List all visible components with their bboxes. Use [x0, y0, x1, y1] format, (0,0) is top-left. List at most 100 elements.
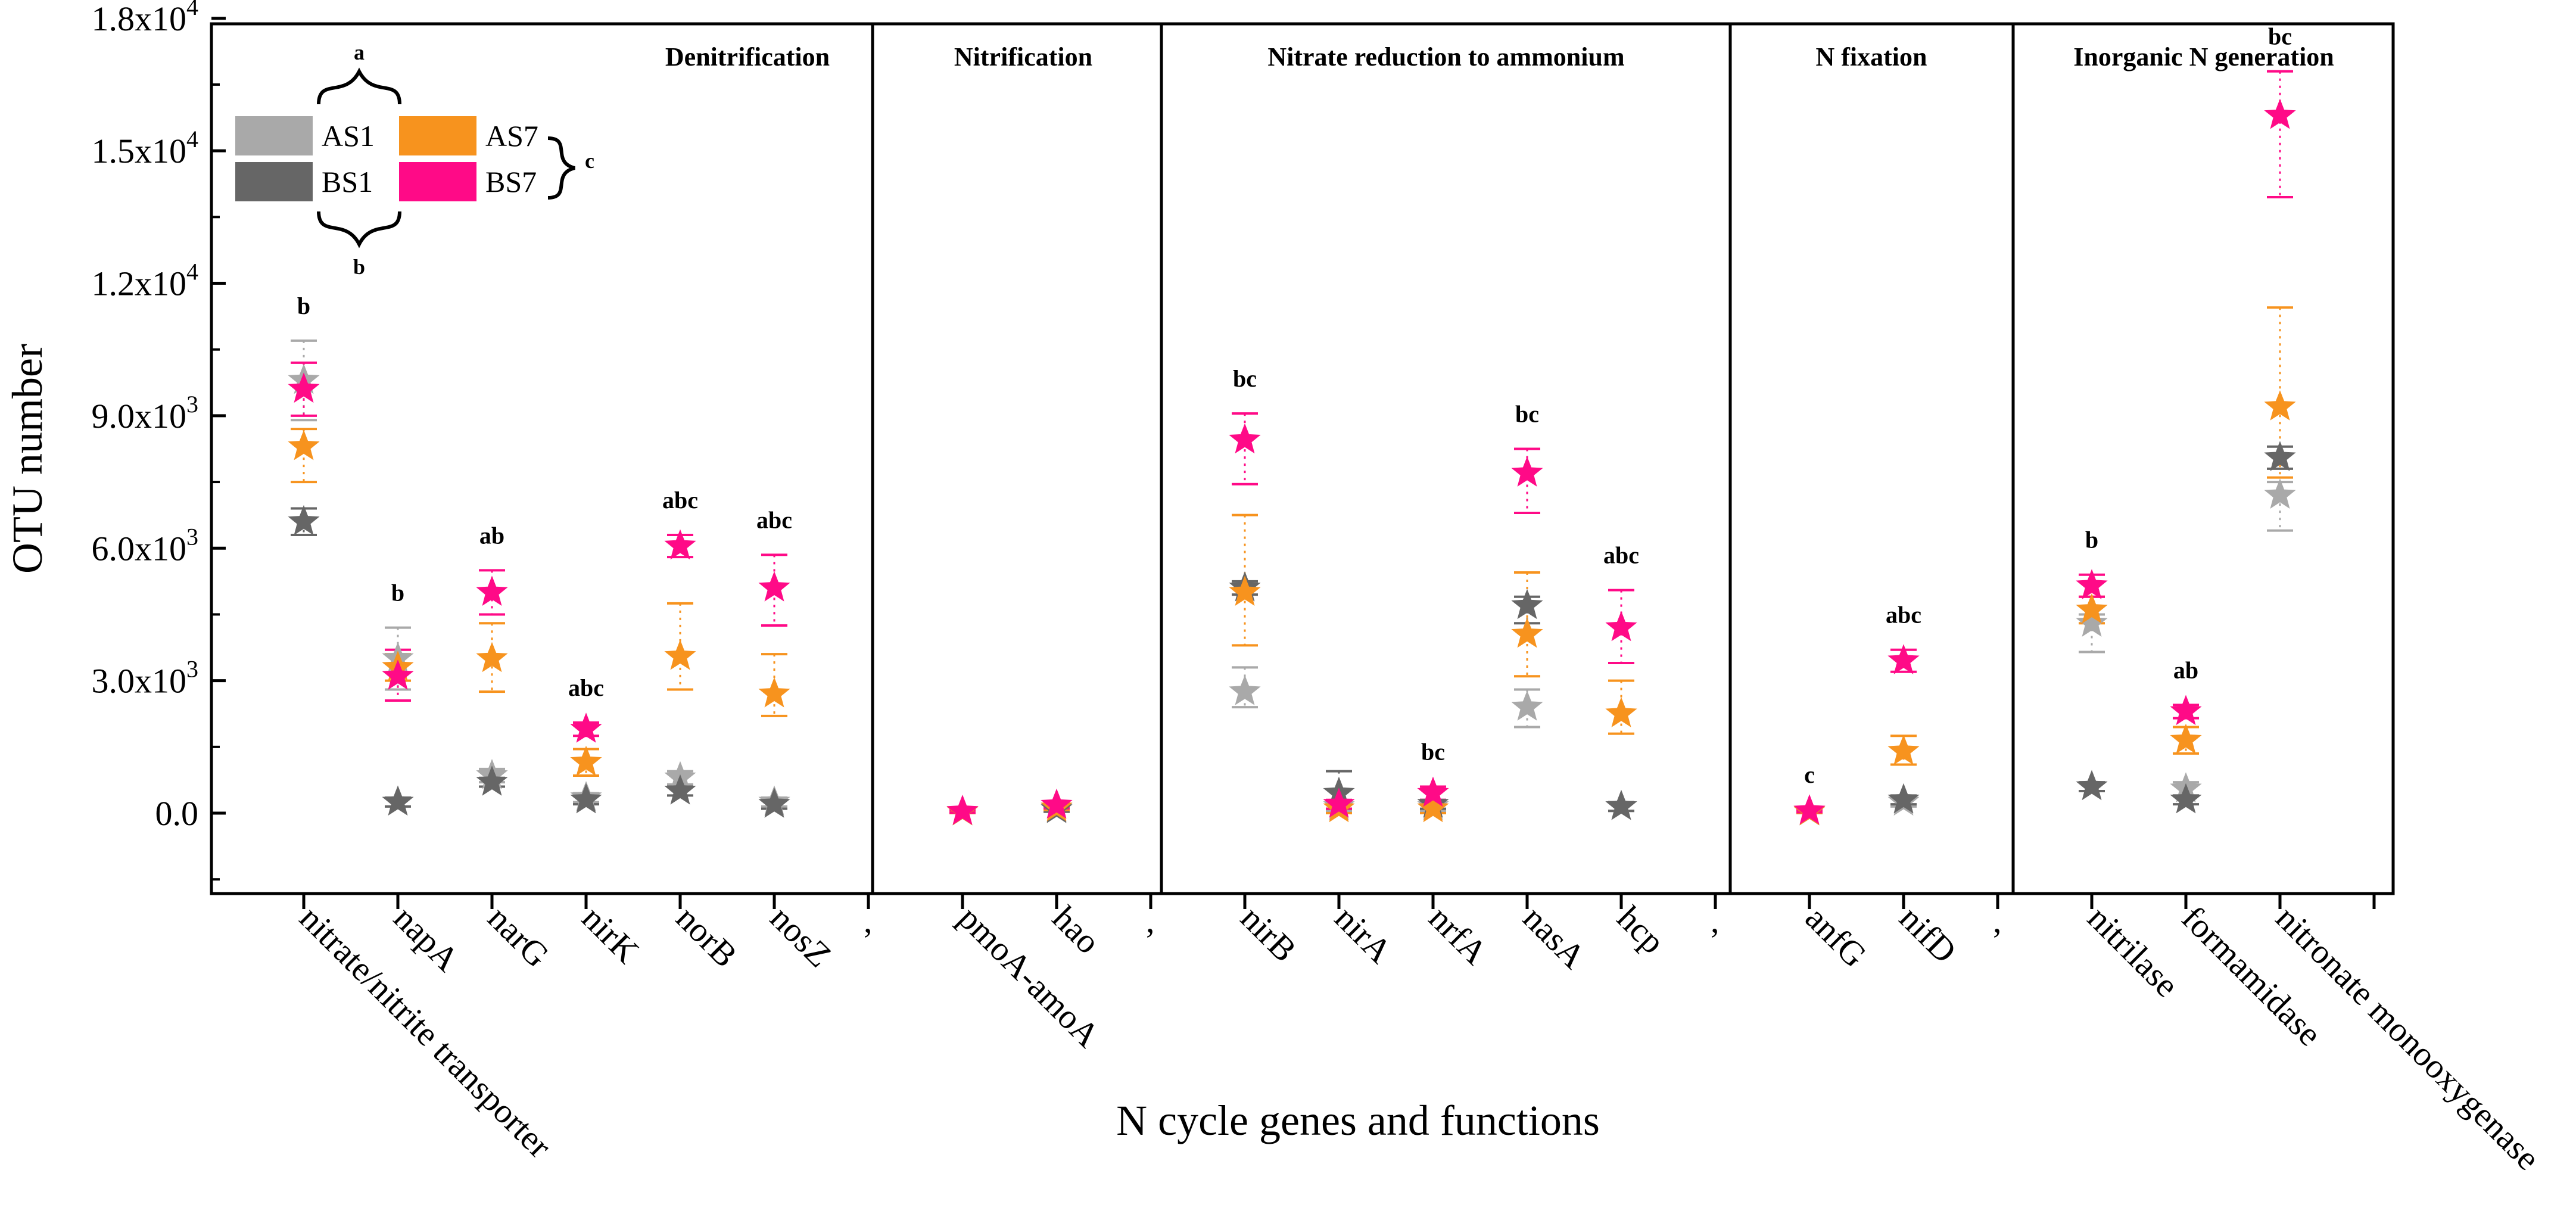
data-point-AS7: [758, 677, 790, 708]
data-point-BS1: [2076, 770, 2108, 801]
x-axis-title: N cycle genes and functions: [1116, 1097, 1600, 1144]
x-category-label: nirA: [1328, 898, 1400, 970]
x-separator-label: ,: [1146, 901, 1155, 940]
x-category-label: nitrilase: [2080, 898, 2186, 1004]
data-point-BS1: [1605, 789, 1637, 820]
legend-brace-right-label: c: [585, 149, 594, 173]
y-tick-label: 1.8x104: [92, 0, 199, 38]
data-point-BS1: [288, 505, 320, 536]
legend-label-BS7: BS7: [485, 165, 537, 198]
data-point-BS1: [570, 783, 602, 814]
x-category-label: hao: [1045, 898, 1108, 961]
significance-label: ab: [2173, 656, 2198, 683]
data-point-BS7: [382, 659, 414, 690]
y-tick-label: 1.5x104: [92, 126, 199, 170]
data-point-BS1: [476, 765, 508, 796]
legend-label-AS1: AS1: [322, 119, 375, 152]
x-category-label: hcp: [1610, 898, 1672, 961]
legend-swatch-BS7: [399, 162, 476, 201]
x-separator-label: ,: [1993, 901, 2002, 940]
x-category-label: napA: [387, 898, 467, 979]
legend-brace-bottom: [317, 211, 401, 248]
data-point-AS1: [1229, 675, 1261, 705]
x-category-label: norB: [669, 898, 745, 975]
panel-title: N fixation: [1816, 42, 1927, 71]
data-point-BS7: [1511, 456, 1543, 487]
legend-brace-bottom-label: b: [353, 255, 365, 279]
significance-label: bc: [2268, 23, 2292, 50]
data-point-AS7: [2076, 593, 2108, 624]
x-category-label: nirB: [1234, 898, 1304, 969]
significance-label: abc: [662, 487, 698, 513]
significance-label: bc: [1233, 365, 1257, 392]
significance-label: abc: [756, 506, 792, 533]
x-category-label: nosZ: [763, 898, 839, 975]
significance-label: abc: [1886, 602, 1921, 628]
panel-title: Nitrification: [954, 42, 1092, 71]
data-point-BS7: [1229, 423, 1261, 454]
data-point-BS7: [2076, 569, 2108, 599]
data-point-BS7: [1417, 776, 1449, 807]
y-axis-title: OTU number: [4, 344, 51, 574]
data-point-BS7: [664, 529, 696, 560]
data-point-AS7: [1511, 617, 1543, 648]
x-category-label: nirK: [575, 898, 647, 970]
x-category-label: narG: [481, 898, 557, 975]
significance-label: ab: [479, 522, 504, 549]
legend-swatch-AS7: [399, 116, 476, 155]
data-point-AS7: [1605, 697, 1637, 727]
panel-title: Nitrate reduction to ammonium: [1267, 42, 1624, 71]
x-separator-label: ,: [864, 901, 873, 940]
data-point-AS1: [2076, 606, 2108, 637]
significance-label: bc: [1515, 400, 1539, 427]
data-point-BS7: [758, 571, 790, 602]
x-category-label: nrfA: [1422, 898, 1495, 972]
data-point-BS1: [1511, 589, 1543, 620]
significance-label: abc: [1603, 542, 1639, 569]
x-category-label: anfG: [1798, 898, 1874, 975]
x-category-label: nasA: [1516, 898, 1593, 976]
data-point-AS1: [1511, 690, 1543, 721]
data-point-BS7: [1041, 788, 1073, 819]
panel-title: Denitrification: [665, 42, 830, 71]
plot-frame: [210, 22, 2395, 895]
panel-title: Inorganic N generation: [2073, 42, 2334, 71]
data-point-BS7: [2264, 98, 2296, 129]
data-point-BS1: [2264, 441, 2296, 471]
x-category-label: nifD: [1892, 898, 1964, 970]
data-point-BS7: [1323, 788, 1355, 818]
y-tick-label: 6.0x103: [92, 523, 199, 568]
data-point-BS7: [288, 372, 320, 403]
data-point-BS7: [946, 795, 979, 825]
legend-brace-top-label: a: [354, 41, 365, 64]
data-point-BS7: [1605, 611, 1637, 642]
data-point-AS7: [288, 430, 320, 460]
significance-label: b: [2085, 527, 2098, 553]
data-point-BS7: [2170, 695, 2202, 726]
legend-swatch-AS1: [235, 116, 313, 155]
data-point-BS7: [476, 575, 508, 606]
data-point-AS7: [1887, 735, 1920, 765]
legend-label-BS1: BS1: [322, 165, 373, 198]
data-point-AS1: [2264, 478, 2296, 509]
data-point-BS7: [1887, 644, 1920, 674]
data-point-AS7: [1417, 792, 1449, 823]
data-point-AS7: [664, 639, 696, 670]
data-point-AS7: [2170, 723, 2202, 754]
legend-brace-top: [317, 67, 401, 105]
y-tick-label: 0.0: [155, 794, 199, 833]
legend-brace-right: [547, 136, 575, 200]
data-point-AS7: [476, 642, 508, 673]
data-point-BS1: [382, 785, 414, 816]
data-point-AS7: [1229, 575, 1261, 606]
data-point-BS1: [2170, 783, 2202, 814]
data-point-BS1: [1887, 783, 1920, 814]
significance-label: b: [297, 292, 310, 319]
legend-label-AS7: AS7: [485, 119, 538, 152]
y-tick-label: 9.0x103: [92, 391, 199, 435]
legend-swatch-BS1: [235, 162, 313, 201]
y-tick-label: 1.2x104: [92, 259, 199, 303]
data-point-AS7: [570, 745, 602, 776]
